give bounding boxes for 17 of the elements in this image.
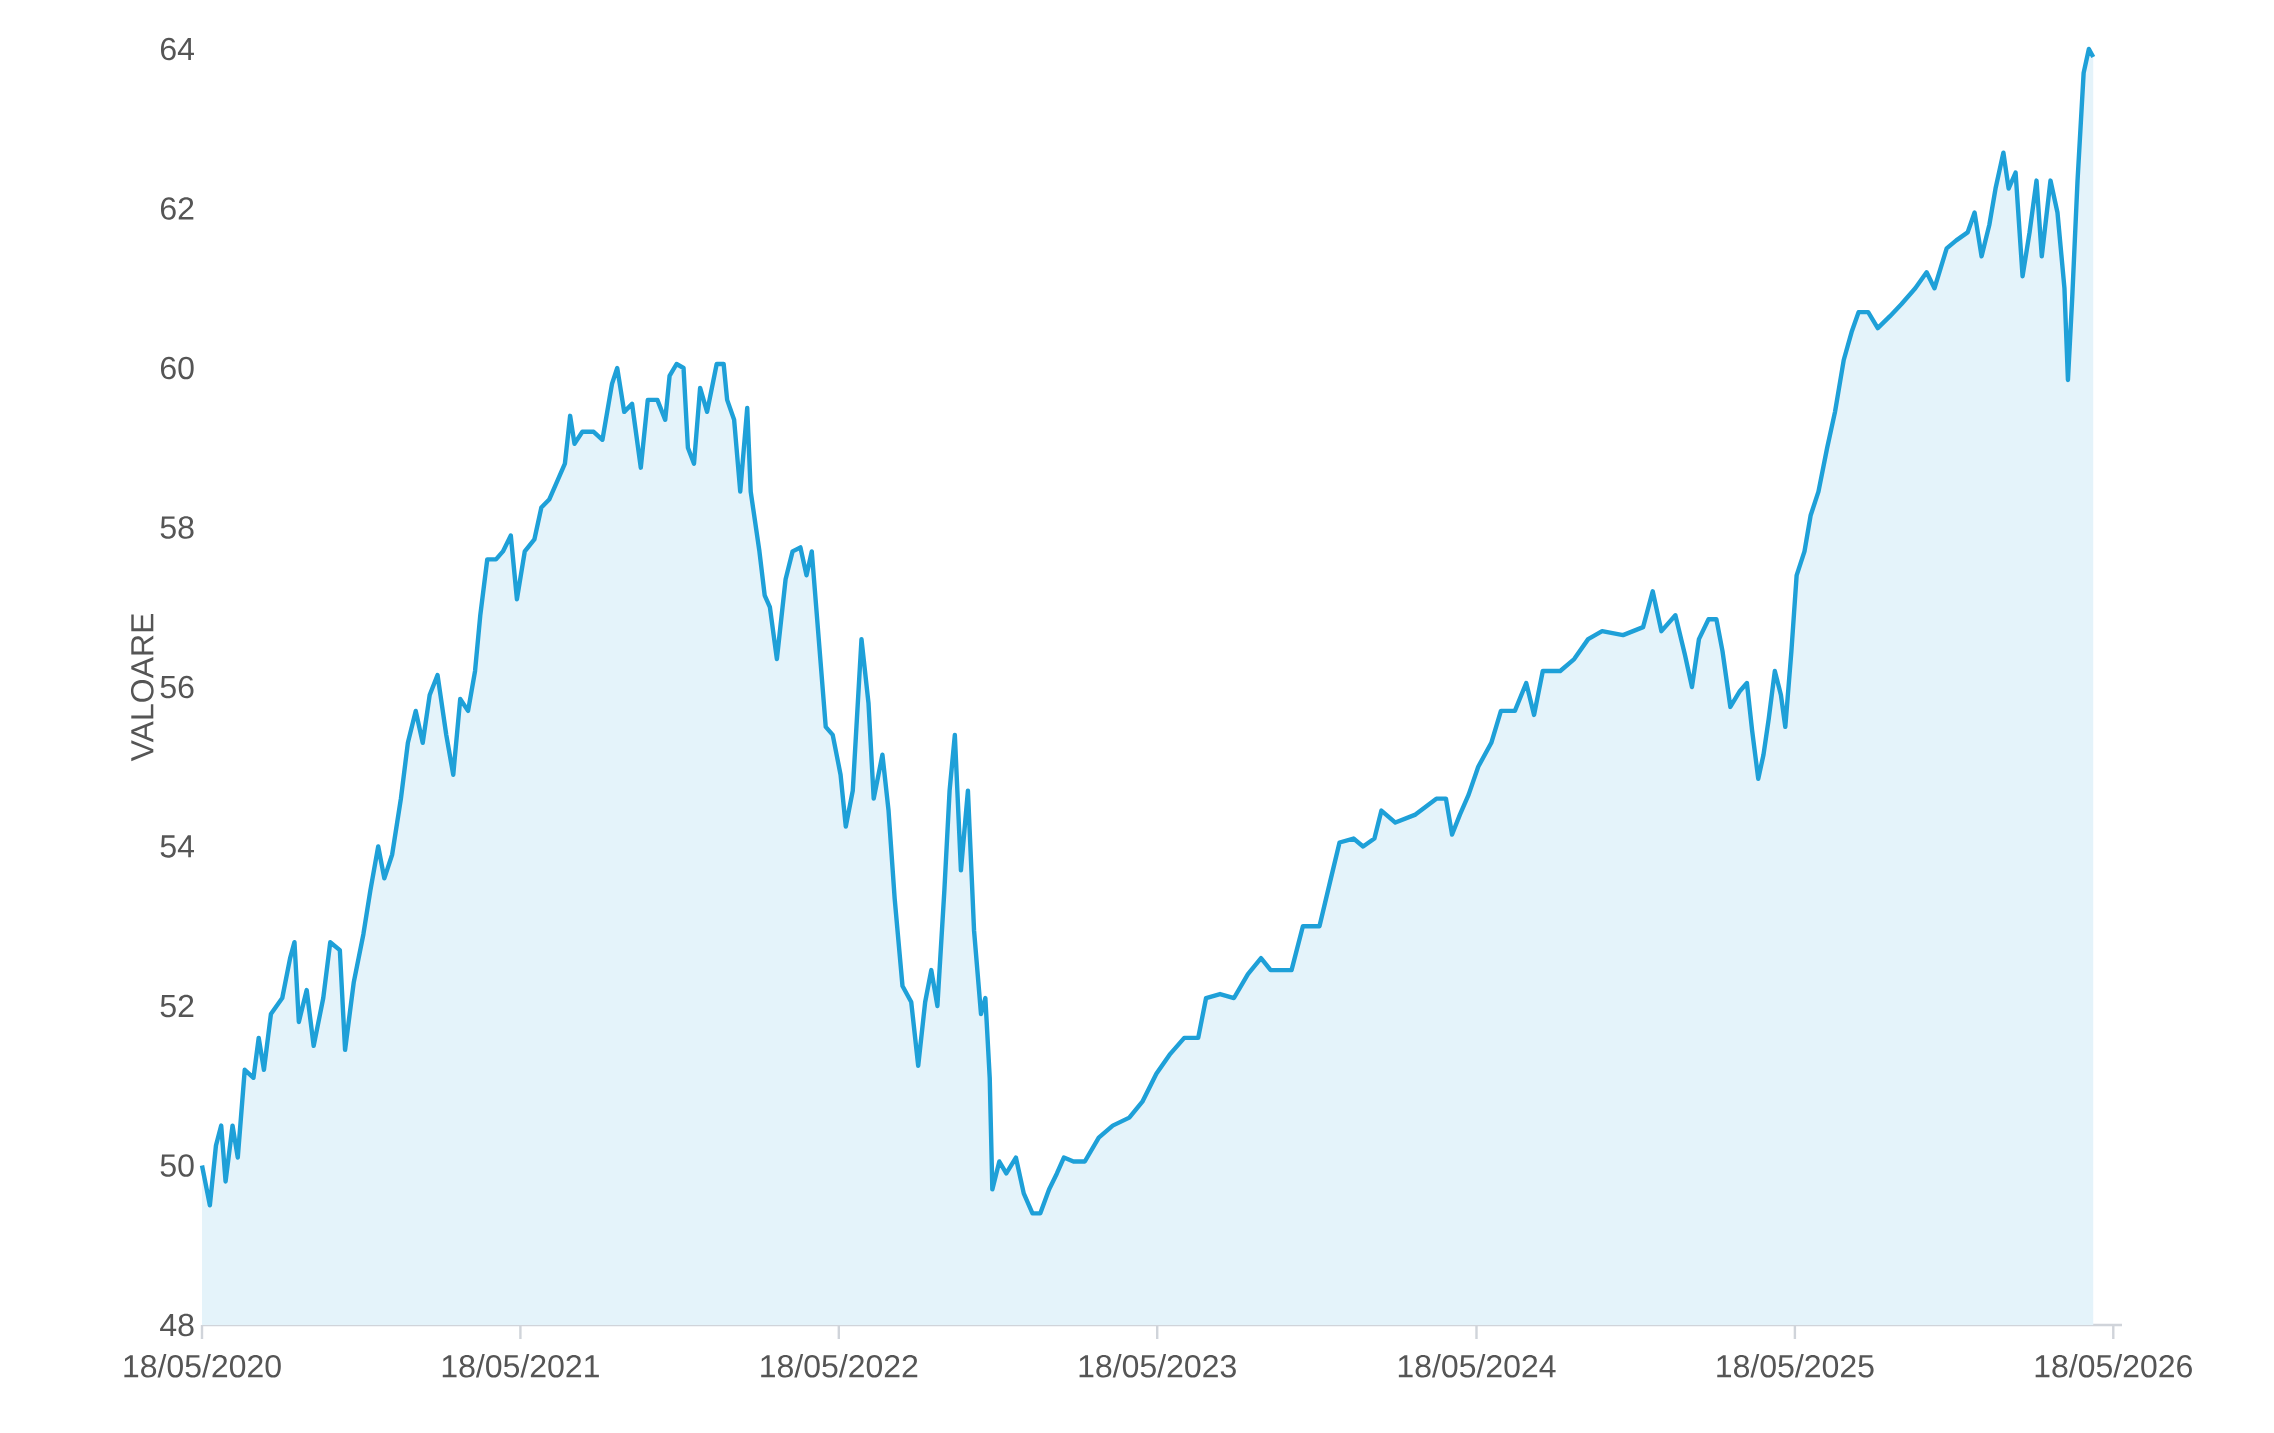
y-tick-label: 58	[160, 516, 194, 539]
y-axis-title: VALOARE	[130, 613, 154, 762]
y-tick-label: 54	[160, 835, 194, 858]
y-tick-label: 50	[160, 1154, 194, 1177]
x-tick-label: 18/05/2026	[2035, 1354, 2192, 1378]
y-tick-label: 48	[160, 1313, 194, 1337]
x-tick-label: 18/05/2022	[761, 1354, 918, 1378]
x-tick-label: 18/05/2023	[1079, 1354, 1236, 1378]
x-tick-label: 18/05/2021	[442, 1354, 599, 1378]
x-tick-label: 18/05/2020	[124, 1354, 281, 1378]
x-tick-label: 18/05/2024	[1398, 1354, 1556, 1378]
x-tick-label: 18/05/2025	[1717, 1354, 1874, 1378]
y-tick-label: 62	[160, 197, 194, 220]
y-tick-label: 60	[160, 356, 194, 380]
y-tick-label: 56	[160, 675, 194, 699]
y-tick-label: 64	[160, 37, 194, 61]
y-tick-label: 52	[160, 994, 194, 1018]
